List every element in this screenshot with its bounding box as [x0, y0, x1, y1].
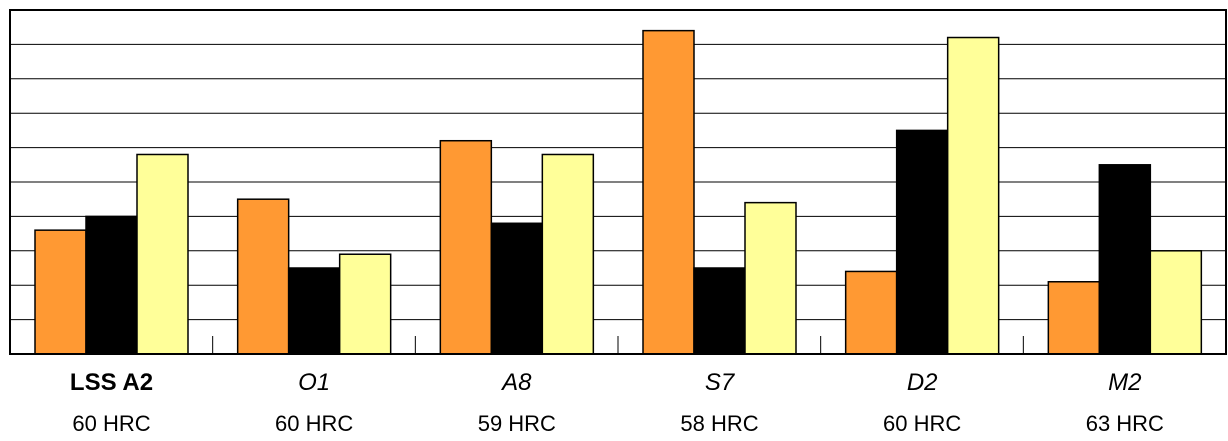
bar-lss-a2-series-2 [85, 215, 138, 355]
bar-d2-series-1 [844, 270, 898, 355]
bar-lss-a2-series-3 [136, 153, 189, 355]
bar-m2-series-2 [1098, 164, 1152, 355]
bar-o1-series-2 [287, 267, 341, 355]
category-label: M2 [1108, 369, 1142, 396]
category-hardness-label: 60 HRC [883, 411, 962, 436]
category-hardness-label: 60 HRC [72, 411, 151, 436]
category-label: S7 [704, 369, 735, 396]
bar-a8-series-1 [439, 139, 493, 355]
category-hardness-label: 63 HRC [1085, 411, 1164, 436]
bar-o1-series-1 [236, 198, 290, 355]
bar-s7-series-1 [642, 29, 695, 355]
category-ticks [212, 336, 1024, 354]
bar-lss-a2-series-1 [34, 229, 87, 355]
category-hardness-label: 59 HRC [477, 411, 556, 436]
bar-a8-series-3 [541, 153, 595, 355]
category-hardness-label: 58 HRC [680, 411, 759, 436]
bar-a8-series-2 [490, 222, 544, 355]
bar-s7-series-3 [744, 201, 797, 355]
bar-s7-series-2 [693, 267, 746, 355]
bars [34, 29, 1203, 355]
plot-frame [9, 9, 1227, 355]
category-label: D2 [906, 369, 938, 396]
bar-d2-series-3 [946, 36, 1000, 355]
bar-d2-series-2 [895, 129, 949, 355]
category-label: A8 [502, 369, 532, 396]
category-label: LSS A2 [69, 369, 154, 396]
bar-m2-series-3 [1149, 250, 1203, 355]
bar-o1-series-3 [338, 253, 392, 355]
bar-m2-series-1 [1047, 281, 1101, 355]
gridlines [10, 43, 1226, 321]
category-label: O1 [298, 369, 331, 396]
category-hardness-label: 60 HRC [275, 411, 354, 436]
